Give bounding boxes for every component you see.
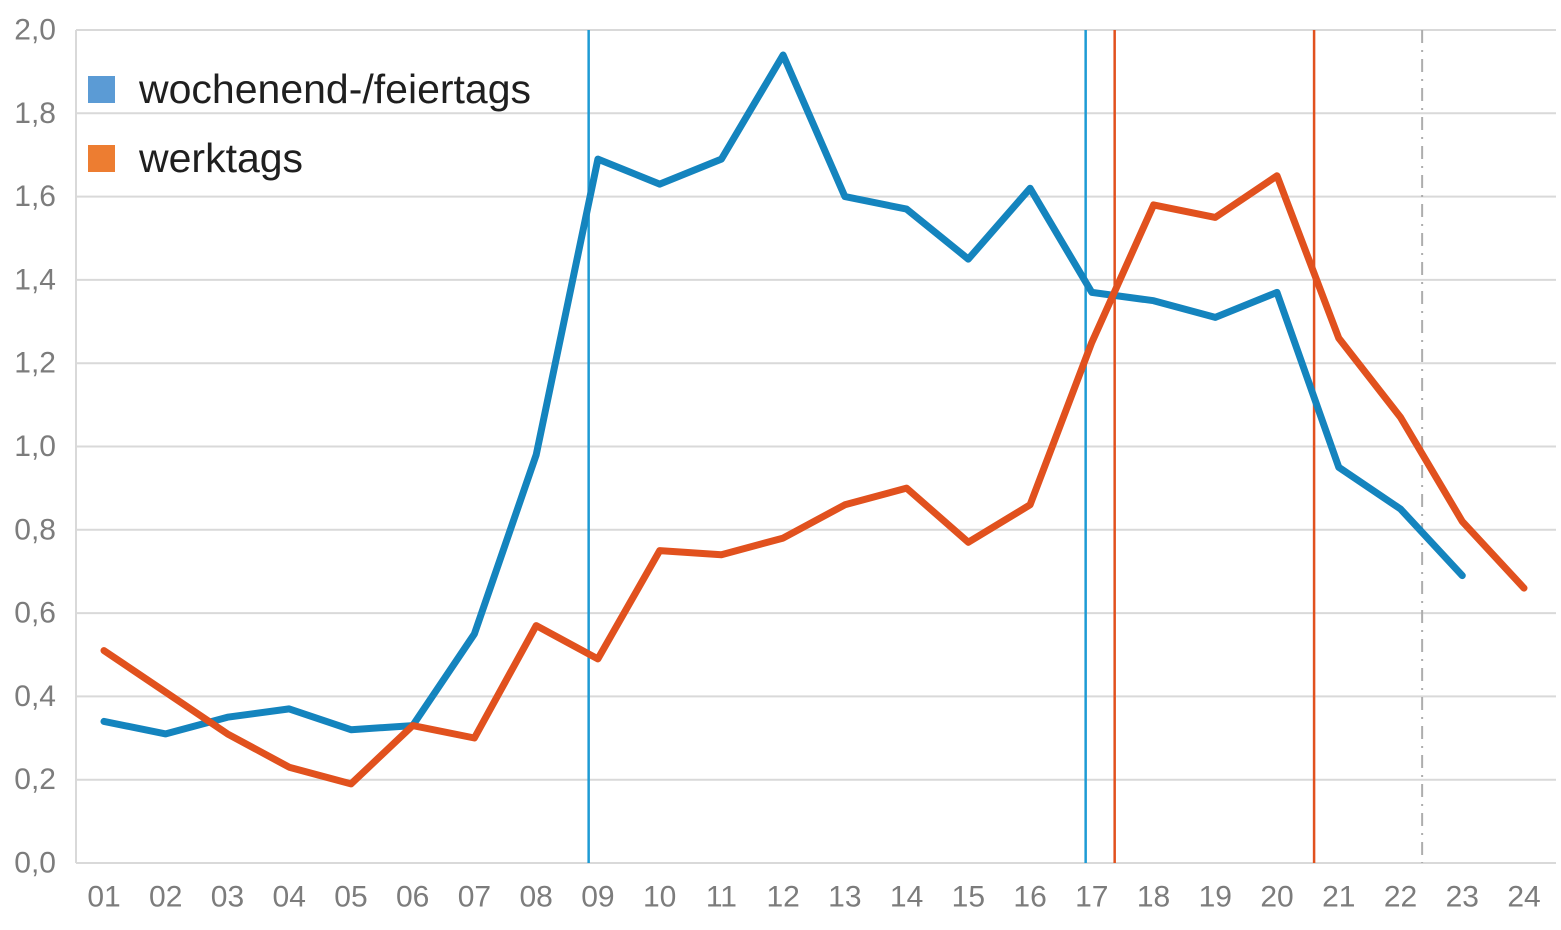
- legend-label-weekend: wochenend-/feiertags: [139, 66, 532, 112]
- x-axis-tick-label: 24: [1507, 881, 1540, 914]
- x-axis-tick-label: 06: [396, 881, 429, 914]
- x-axis-tick-label: 16: [1013, 881, 1046, 914]
- x-axis-tick-label: 20: [1260, 881, 1293, 914]
- legend-item-weekday: werktags: [88, 135, 531, 182]
- y-axis-tick-label: 1,4: [14, 263, 56, 296]
- legend-label-weekday: werktags: [139, 135, 304, 182]
- legend-item-weekend: wochenend-/feiertags: [88, 66, 532, 112]
- x-axis-tick-label: 05: [334, 881, 367, 914]
- x-axis-tick-label: 17: [1075, 881, 1108, 914]
- y-axis-tick-label: 0,4: [14, 680, 56, 713]
- x-axis-tick-label: 07: [458, 881, 491, 914]
- x-axis-tick-label: 14: [890, 881, 923, 914]
- x-axis-tick-label: 03: [211, 881, 244, 914]
- x-axis-tick-label: 01: [87, 881, 120, 914]
- chart-legend: wochenend-/feiertags werktags: [88, 66, 532, 182]
- x-axis-tick-label: 23: [1446, 881, 1479, 914]
- x-axis-tick-label: 19: [1199, 881, 1232, 914]
- x-axis-tick-label: 04: [273, 881, 306, 914]
- x-axis-tick-label: 22: [1384, 881, 1417, 914]
- y-axis-tick-label: 0,2: [14, 763, 56, 796]
- x-axis-tick-label: 21: [1322, 881, 1355, 914]
- series-line-weekend: [100, 51, 1466, 738]
- y-axis-tick-label: 0,0: [14, 847, 56, 880]
- series-line-weekday: [100, 172, 1528, 788]
- y-axis-tick-label: 1,6: [14, 180, 56, 213]
- y-axis-tick-label: 1,2: [14, 347, 56, 380]
- legend-swatch-weekend-icon: [88, 76, 115, 104]
- x-axis-tick-label: 11: [706, 881, 737, 914]
- y-axis-tick-label: 1,8: [14, 97, 56, 130]
- x-axis-tick-label: 02: [149, 881, 182, 914]
- x-axis-tick-label: 09: [581, 881, 614, 914]
- x-axis-tick-label: 12: [766, 881, 799, 914]
- x-axis-tick-label: 15: [952, 881, 985, 914]
- y-axis-tick-label: 2,0: [14, 14, 56, 47]
- x-axis-tick-label: 08: [519, 881, 552, 914]
- legend-swatch-weekday-icon: [88, 145, 115, 173]
- x-axis-tick-label: 13: [828, 881, 861, 914]
- x-axis-tick-label: 18: [1137, 881, 1170, 914]
- y-axis-tick-label: 0,8: [14, 513, 56, 546]
- y-axis-tick-label: 0,6: [14, 597, 56, 630]
- x-axis-tick-label: 10: [643, 881, 676, 914]
- y-axis-tick-label: 1,0: [14, 430, 56, 463]
